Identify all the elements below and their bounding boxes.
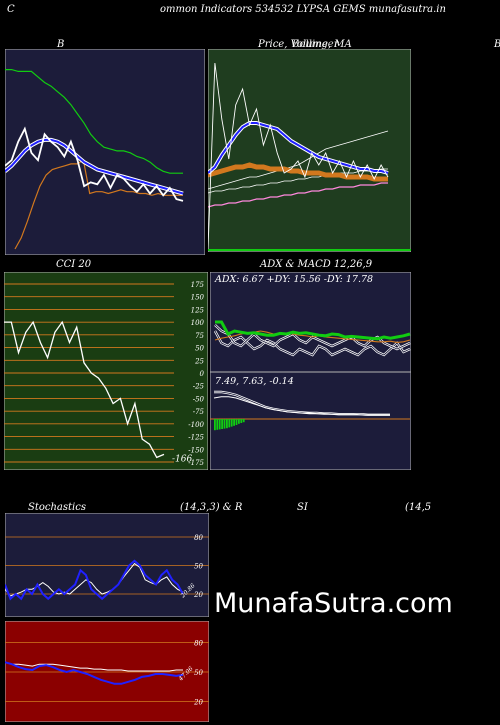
- cci-panel: 175 150 125 100 75 50 25 0 -25 -50 -75 -100 -125 -150…: [4, 272, 208, 470]
- watermark: MunafaSutra.com: [214, 588, 453, 619]
- rsi-tick-label: 80: [194, 640, 203, 648]
- macd-histogram-bar: [226, 419, 228, 429]
- macd-signal: [213, 396, 390, 416]
- cci-tick-label: 0: [200, 370, 205, 378]
- rsi-tick-label: 20: [193, 698, 203, 706]
- cci-tick-label: 25: [194, 357, 204, 365]
- ma-blue: [208, 122, 389, 174]
- macd-readout: 7.49, 7.63, -0.14: [215, 376, 294, 387]
- cci-tick-label: 100: [191, 319, 205, 327]
- adx-plus-dy-core: [214, 330, 411, 356]
- bollinger-middle-band: [5, 138, 184, 195]
- cci-tick-label: 125: [191, 306, 205, 314]
- macd-histogram-bar: [235, 419, 238, 425]
- macd-histogram-bar: [223, 419, 226, 429]
- bollinger-panel: [5, 49, 205, 255]
- adx-line: [215, 320, 411, 341]
- macd-histogram-bar: [233, 419, 235, 426]
- adx-macd-label: ADX & MACD 12,26,9: [260, 259, 373, 270]
- rsi-line: [5, 661, 184, 685]
- macd-histogram-bar: [214, 419, 216, 431]
- cci-tick-label: 75: [195, 332, 204, 340]
- macd-histogram-bar: [218, 419, 221, 430]
- macd-histogram-bar: [230, 419, 233, 427]
- price-line: [208, 62, 389, 250]
- cci-tick-label: 150: [191, 294, 205, 302]
- macd-histogram-bar: [238, 419, 240, 424]
- stoch-tick-label: 20: [193, 591, 203, 599]
- ma-orange: [208, 162, 388, 182]
- rsi-label: SI: [297, 502, 308, 513]
- stoch-tick-label: 80: [194, 534, 203, 542]
- header-letter: C: [7, 4, 15, 15]
- stoch-params-label: (14,3,3) & R: [180, 502, 243, 513]
- price-ma-panel: [208, 49, 411, 252]
- cci-tick-label: -25: [193, 383, 205, 391]
- stoch-tick-label: 50: [194, 563, 203, 571]
- price-ma-label: Price, Volume, MA: [258, 39, 352, 50]
- macd-histogram-bar: [240, 419, 243, 423]
- cci-tick-label: 50: [195, 345, 204, 353]
- adx-readout: ADX: 6.67 +DY: 15.56 -DY: 17.78: [215, 274, 374, 285]
- bollinger-upper-band: [5, 69, 183, 174]
- bollinger-label: B: [57, 39, 65, 50]
- price-ma-overlap-label: Bollinger: [292, 39, 339, 50]
- ma-band-pink: [208, 182, 388, 208]
- cci-line: [4, 320, 165, 459]
- cci-tick-label: -100: [188, 421, 204, 429]
- cci-tick-label: -75: [193, 408, 205, 416]
- cci-tick-label: -125: [188, 434, 204, 442]
- macd-line-core: [214, 391, 390, 416]
- macd-histogram-bar: [221, 419, 223, 429]
- stoch-label: Stochastics: [28, 502, 86, 513]
- macd-histogram-bar: [228, 419, 231, 428]
- cci-tick-label: -50: [193, 395, 205, 403]
- right-edge-label: B: [494, 39, 500, 50]
- cci-tick-label: -150: [188, 446, 204, 454]
- macd-histogram-bar: [216, 419, 219, 430]
- rsi-signal-line: [5, 661, 183, 672]
- macd-histogram-bar: [242, 419, 245, 423]
- stoch-k-line: [5, 559, 184, 601]
- cci-tick-label: 175: [191, 281, 205, 289]
- rsi-params-label: (14,5: [405, 502, 432, 513]
- cci-last-value: -166: [172, 454, 192, 464]
- page-title: ommon Indicators 534532 LYPSA GEMS munaf…: [160, 4, 446, 15]
- adx-macd-panel: [210, 272, 411, 470]
- bollinger-lower-band: [14, 159, 183, 250]
- rsi-tick-label: 50: [194, 669, 203, 677]
- cci-label: CCI 20: [56, 259, 92, 270]
- ma-short: [208, 130, 389, 190]
- cci-tick-label: -175: [188, 459, 204, 467]
- bollinger-price: [5, 126, 184, 202]
